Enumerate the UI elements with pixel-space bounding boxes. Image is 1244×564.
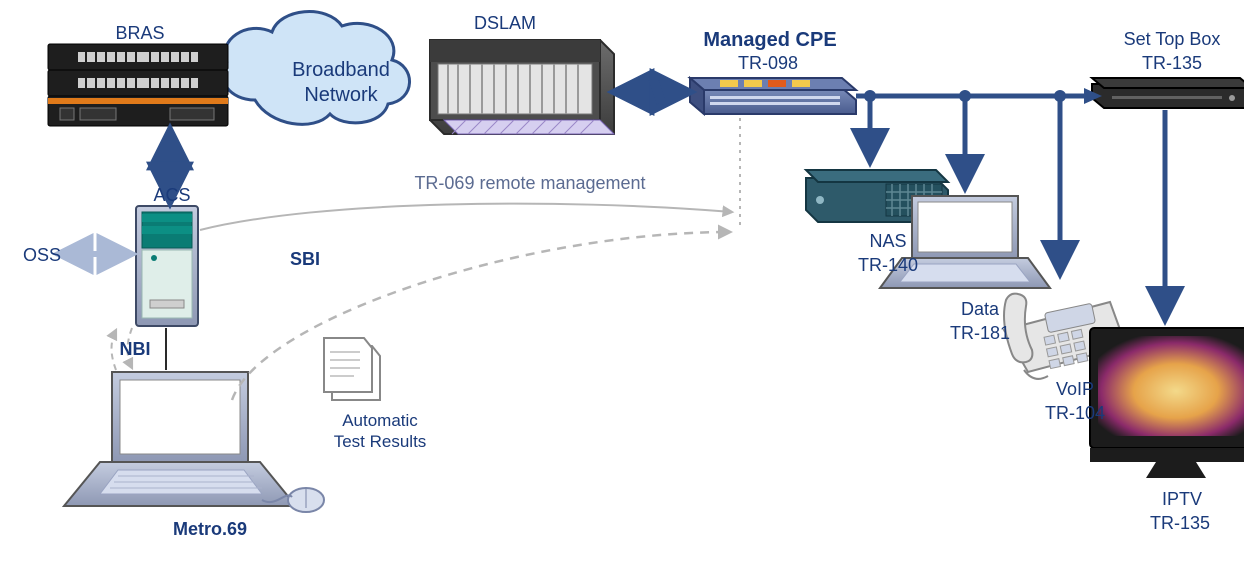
bras-node [48, 44, 228, 126]
label-managed-cpe: Managed CPE [660, 28, 880, 53]
managed-cpe-node [690, 78, 856, 114]
label-bras: BRAS [80, 22, 200, 45]
label-nbi: NBI [95, 338, 175, 361]
label-voip: VoIP [1015, 378, 1135, 401]
label-tr104: TR-104 [1005, 402, 1145, 425]
label-iptv: IPTV [1122, 488, 1242, 511]
diagram-canvas [0, 0, 1244, 564]
label-tr098: TR-098 [708, 52, 828, 75]
label-oss: OSS [12, 244, 72, 267]
label-tr140: TR-140 [818, 254, 958, 277]
label-tr135-a: TR-135 [1112, 52, 1232, 75]
edge-dslam-cpe [616, 80, 688, 104]
label-sbi: SBI [265, 248, 345, 271]
label-tr181: TR-181 [910, 322, 1050, 345]
stb-node [1092, 78, 1244, 108]
label-dslam: DSLAM [445, 12, 565, 35]
label-broadband: Broadband Network [251, 58, 431, 108]
label-test-results: Automatic Test Results [290, 410, 470, 453]
label-data: Data [920, 298, 1040, 321]
label-stb: Set Top Box [1082, 28, 1244, 51]
acs-node [136, 206, 198, 326]
dslam-node [430, 40, 614, 134]
label-tr069: TR-069 remote management [330, 172, 730, 195]
metro69-laptop [64, 372, 324, 512]
label-tr135-b: TR-135 [1110, 512, 1244, 535]
edge-tr069 [200, 204, 732, 230]
label-acs: ACS [132, 184, 212, 207]
label-nas: NAS [828, 230, 948, 253]
test-results-icon [324, 338, 380, 400]
label-metro69: Metro.69 [130, 518, 290, 541]
